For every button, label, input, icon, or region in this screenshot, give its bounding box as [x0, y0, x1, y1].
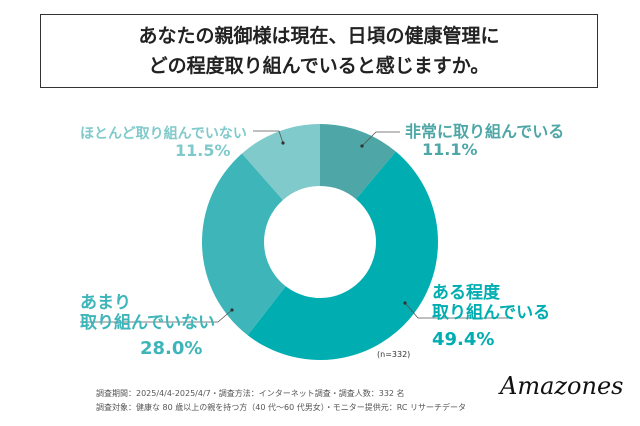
donut-slice-3: [241, 124, 320, 200]
leader-line-s1: [404, 302, 510, 319]
label-s2-a: あまり: [80, 293, 131, 313]
leader-dot: [281, 141, 285, 145]
survey-note-2: 調査対象：健康な 80 歳以上の親を持つ方（40 代～60 代男女）・モニター提…: [96, 403, 466, 412]
value-s3: 11.5%: [175, 141, 231, 160]
leader-line-s0: [361, 131, 400, 147]
leader-dot: [360, 144, 364, 148]
leader-dot: [403, 301, 407, 305]
leader-line-s2: [80, 309, 233, 323]
survey-note-1: 調査期間：2025/4/4-2025/4/7・調査方法：インターネット調査・調査…: [96, 389, 405, 398]
value-s2: 28.0%: [140, 338, 203, 359]
title-line-2: どの程度取り組んでいると感じますか。: [148, 55, 490, 77]
donut-slice-2: [202, 153, 286, 336]
label-s1-a: ある程度: [432, 283, 500, 303]
donut-slice-0: [320, 124, 396, 200]
chart-title: あなたの親御様は現在、日頃の健康管理に どの程度取り組んでいると感じますか。: [40, 14, 598, 88]
brand-logo: Amazones: [500, 372, 624, 400]
value-s0: 11.1%: [422, 140, 478, 159]
label-s3: ほとんど取り組んでいない: [80, 126, 247, 142]
label-s1-b: 取り組んでいる: [432, 303, 551, 323]
label-s0: 非常に取り組んでいる: [405, 122, 565, 141]
label-s2-b: 取り組んでいない: [80, 313, 216, 333]
leader-dot: [230, 308, 234, 312]
sample-size: (n=332): [377, 350, 411, 359]
title-line-1: あなたの親御様は現在、日頃の健康管理に: [138, 25, 500, 47]
value-s1: 49.4%: [432, 329, 495, 350]
donut-slice-1: [247, 151, 439, 361]
leader-line-s3: [253, 130, 284, 144]
